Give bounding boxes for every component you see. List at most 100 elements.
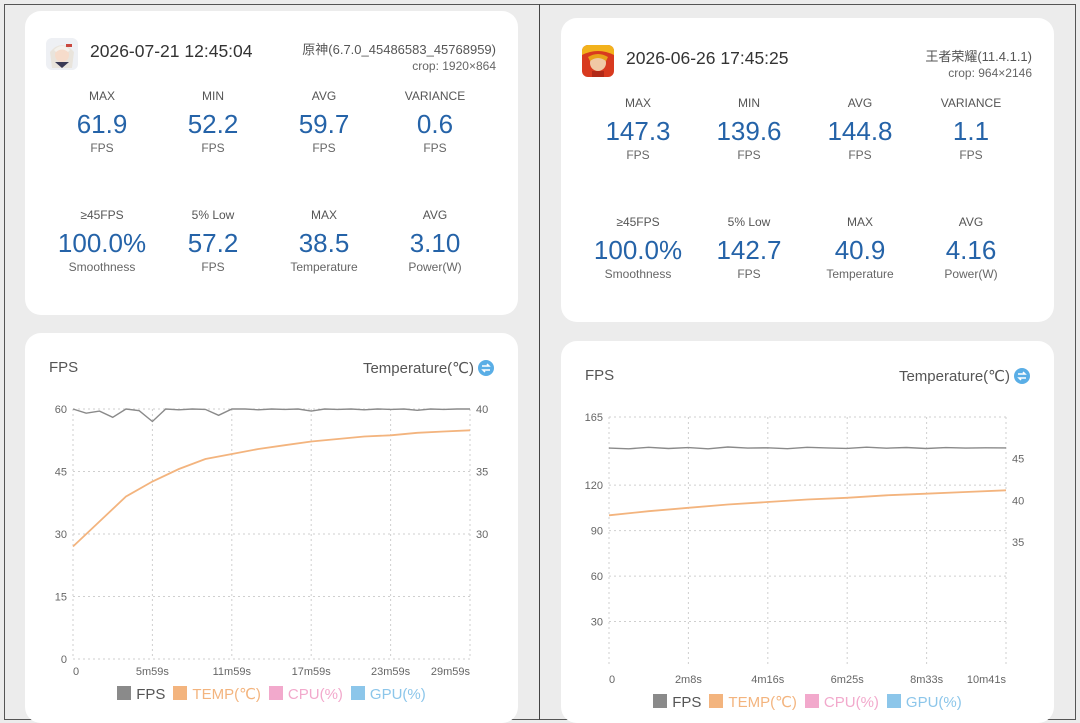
x-tick-label: 5m59s [136,666,170,678]
stat-value: 52.2 [187,109,239,139]
y-tick-label: 0 [61,654,67,666]
legend-item[interactable]: CPU(%) [268,686,343,703]
stat-label: AVG [311,89,337,103]
y-tick-label: 90 [591,526,603,538]
stat-7: AVG 3.10 Power(W) [380,208,490,274]
y-tick-label: 30 [591,617,603,629]
stat-label: AVG [847,96,873,110]
legend-item[interactable]: TEMP(℃) [709,693,797,711]
stat-value: 100.0% [57,228,147,258]
swap-axis-icon[interactable] [1014,368,1030,384]
fps-temperature-chart: 0 15 30 45 60 0 5m59s 11m59s 17m59s 23m59s 29m59s 3… [55,404,489,678]
app-name: 原神(6.7.0_45486583_45768959) [302,42,496,57]
legend-label: CPU(%) [287,686,343,703]
legend-label: TEMP(℃) [728,694,797,711]
genshin-character-icon [46,38,78,70]
summary-card: 2026-06-26 17:45:25 王者荣耀(11.4.1.1) crop:… [561,18,1054,322]
stat-value: 38.5 [298,228,350,258]
legend-label: FPS [136,686,166,703]
stat-value: 0.6 [416,109,454,139]
stat-label: 5% Low [191,208,235,222]
stat-6: MAX 40.9 Temperature [805,215,915,281]
legend-swatch [268,686,283,700]
panel-divider [539,4,540,720]
fps-series-line [608,446,1007,450]
x-tick-label: 17m59s [292,666,332,678]
legend-item[interactable]: FPS [653,694,701,711]
y-tick-label: 30 [55,529,67,541]
stat-5: 5% Low 57.2 FPS [158,208,268,274]
session-timestamp: 2026-07-21 12:45:04 [90,41,253,61]
y-tick-label: 60 [591,571,603,583]
y2-tick-label: 35 [1012,537,1024,549]
fps-temperature-chart: 30 60 90 120 165 0 2m8s 4m16s 6m25s 8m33s 10m41s 35… [585,412,1025,686]
stat-2: AVG 59.7 FPS [269,89,379,155]
legend-label: GPU(%) [369,686,426,703]
stat-0: MAX 147.3 FPS [583,96,693,162]
temperature-axis-title: Temperature(℃) [898,368,1010,385]
legend-item[interactable]: GPU(%) [350,686,426,703]
stat-label: 5% Low [727,215,771,229]
stat-unit: FPS [201,260,225,274]
swap-axis-icon[interactable] [478,360,494,376]
stat-label: MAX [846,215,873,229]
legend-swatch [350,686,365,700]
chart-legend: FPS TEMP(℃) CPU(%) GPU(%) [561,693,1054,711]
stat-value: 100.0% [593,235,683,265]
y-tick-label: 45 [55,467,67,479]
stat-4: ≥45FPS 100.0% Smoothness [583,215,693,281]
stat-value: 57.2 [187,228,239,258]
stat-7: AVG 4.16 Power(W) [916,215,1026,281]
stat-label: MIN [202,89,224,103]
stat-unit: Power(W) [408,260,462,274]
stat-unit: FPS [737,267,761,281]
legend-item[interactable]: CPU(%) [804,694,879,711]
legend-label: TEMP(℃) [192,686,261,703]
stat-value: 142.7 [716,235,782,265]
temperature-axis-title: Temperature(℃) [362,360,474,377]
x-tick-label: 29m59s [431,666,471,678]
stat-unit: Smoothness [604,267,672,281]
legend-swatch [173,686,188,700]
x-tick-label: 0 [73,666,79,678]
stat-label: MAX [88,89,115,103]
y-tick-label: 15 [55,592,67,604]
stat-unit: Power(W) [944,267,998,281]
stat-label: MAX [310,208,337,222]
stat-3: VARIANCE 1.1 FPS [916,96,1026,162]
stat-value: 61.9 [76,109,128,139]
legend-item[interactable]: TEMP(℃) [173,685,261,703]
x-tick-label: 10m41s [967,674,1007,686]
legend-item[interactable]: FPS [117,686,165,703]
app-name: 王者荣耀(11.4.1.1) [925,49,1032,64]
session-timestamp: 2026-06-26 17:45:25 [626,48,789,68]
temperature-series-line [608,489,1007,517]
stat-unit: FPS [626,148,650,162]
x-tick-label: 4m16s [751,674,785,686]
chart-legend: FPS TEMP(℃) CPU(%) GPU(%) [25,685,518,703]
legend-item[interactable]: GPU(%) [886,694,962,711]
stat-value: 144.8 [827,116,893,146]
summary-card: 2026-07-21 12:45:04 原神(6.7.0_45486583_45… [25,11,518,315]
stat-unit: FPS [959,148,983,162]
screenshot-frame [4,4,1076,720]
stat-label: AVG [422,208,448,222]
stat-unit: FPS [312,141,336,155]
stat-unit: FPS [737,148,761,162]
y2-tick-label: 30 [476,529,488,541]
x-tick-label: 6m25s [831,674,865,686]
stat-0: MAX 61.9 FPS [47,89,157,155]
x-tick-label: 2m8s [675,674,702,686]
stat-label: VARIANCE [404,89,466,103]
fps-chart-card: FPS Temperature(℃) 0 15 30 45 60 0 5m59s 11m59s… [25,333,518,723]
report-panel-genshin: 2026-07-21 12:45:04 原神(6.7.0_45486583_45… [5,0,540,723]
crop-resolution: crop: 1920×864 [412,59,496,73]
legend-swatch [117,686,132,700]
crop-resolution: crop: 964×2146 [948,66,1032,80]
y-tick-label: 165 [585,412,603,424]
stat-unit: Temperature [826,267,894,281]
fps-axis-title: FPS [49,359,79,376]
x-tick-label: 23m59s [371,666,411,678]
y2-tick-label: 40 [1012,495,1024,507]
honor-of-kings-hero-icon [582,45,614,77]
